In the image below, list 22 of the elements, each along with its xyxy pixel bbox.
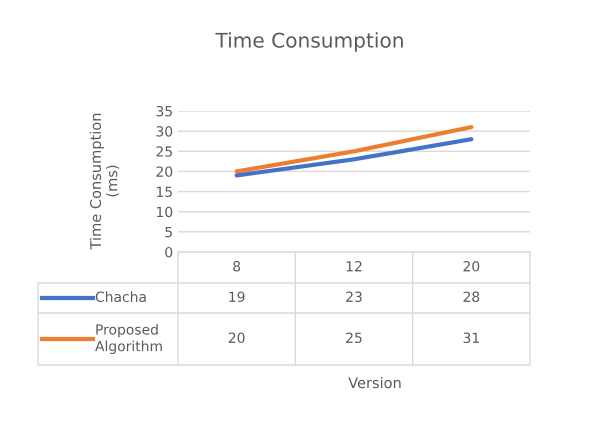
y-tick-label: 5 [165, 227, 172, 238]
legend-label: Chacha [96, 291, 146, 302]
y-tick-label: 10 [156, 206, 172, 218]
x-tick-label: 8 [233, 261, 240, 272]
data-label: 31 [464, 332, 479, 344]
x-tick-label: 12 [346, 261, 362, 272]
y-axis-title: Time Consumption (ms) [90, 114, 120, 250]
data-label: 20 [228, 332, 245, 344]
data-label: 28 [464, 292, 480, 302]
chart-title: Time Consumption [215, 32, 403, 52]
x-tick-label: 20 [464, 261, 480, 272]
y-tick-label: 35 [156, 106, 172, 116]
data-label: 23 [346, 292, 362, 302]
legend-label: Proposed Algorithm [95, 324, 162, 354]
data-label: 25 [346, 332, 362, 344]
y-tick-label: 0 [165, 246, 172, 258]
y-tick-label: 25 [156, 146, 172, 157]
data-label: 19 [229, 292, 245, 302]
y-tick-label: 15 [156, 186, 172, 198]
y-tick-label: 20 [156, 166, 172, 177]
text: Version [348, 376, 401, 388]
y-tick-label: 30 [156, 126, 172, 137]
